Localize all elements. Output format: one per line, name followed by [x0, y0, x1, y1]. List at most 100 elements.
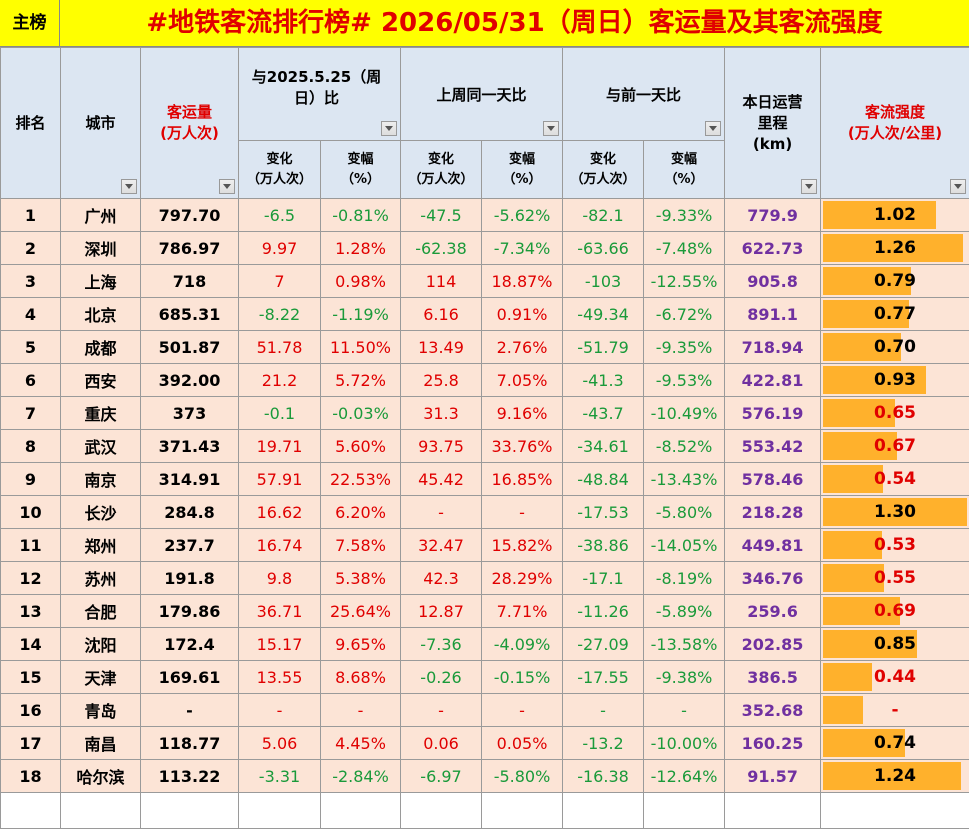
group-header[interactable]: 上周同一天比 — [401, 48, 563, 141]
intensity-cell: 0.79 — [821, 265, 969, 298]
cell: 17 — [1, 727, 61, 760]
cell: -3.31 — [239, 760, 321, 793]
cell: 成都 — [61, 331, 141, 364]
cell: 31.3 — [401, 397, 482, 430]
group-header[interactable]: 与2025.5.25（周日）比 — [239, 48, 401, 141]
intensity-label: 0.44 — [821, 661, 969, 694]
cell: 12 — [1, 562, 61, 595]
ranking-table: 排名 城市 客运量(万人次) 与2025.5.25（周日）比 上周同一天比 与前… — [0, 47, 969, 829]
cell: 718 — [141, 265, 239, 298]
cell: 9 — [1, 463, 61, 496]
cell: -51.79 — [563, 331, 644, 364]
sub-header-cell: 变幅（%） — [482, 141, 563, 199]
intensity-label: - — [821, 694, 969, 727]
header-text: 与前一天比 — [606, 86, 681, 104]
cell: 422.81 — [725, 364, 821, 397]
header-cell[interactable]: 本日运营里程(km) — [725, 48, 821, 199]
cell: 7.05% — [482, 364, 563, 397]
header-text: (万人次/公里) — [821, 123, 969, 144]
cell: 武汉 — [61, 430, 141, 463]
cell: -49.34 — [563, 298, 644, 331]
cell: 9.97 — [239, 232, 321, 265]
cell: 449.81 — [725, 529, 821, 562]
cell: - — [563, 694, 644, 727]
header-cell[interactable]: 城市 — [61, 48, 141, 199]
cell: -43.7 — [563, 397, 644, 430]
cell: -12.55% — [644, 265, 725, 298]
cell: 9.16% — [482, 397, 563, 430]
cell: 905.8 — [725, 265, 821, 298]
cell: 36.71 — [239, 595, 321, 628]
cell: 237.7 — [141, 529, 239, 562]
empty-row — [1, 793, 969, 829]
cell: 33.76% — [482, 430, 563, 463]
cell: 0.05% — [482, 727, 563, 760]
intensity-cell: 0.44 — [821, 661, 969, 694]
cell: 576.19 — [725, 397, 821, 430]
cell: 1.28% — [321, 232, 401, 265]
cell: -9.38% — [644, 661, 725, 694]
cell: 4 — [1, 298, 61, 331]
cell: 501.87 — [141, 331, 239, 364]
cell: 11.50% — [321, 331, 401, 364]
cell: -6.72% — [644, 298, 725, 331]
cell: 202.85 — [725, 628, 821, 661]
title: #地铁客流排行榜# 2026/05/31（周日）客运量及其客流强度 — [60, 0, 969, 47]
intensity-label: 0.77 — [821, 298, 969, 331]
header-text: 客流强度 — [821, 102, 969, 123]
cell: 9.8 — [239, 562, 321, 595]
sub-header-cell: 变化（万人次） — [401, 141, 482, 199]
group-header[interactable]: 与前一天比 — [563, 48, 725, 141]
header-cell[interactable]: 客流强度(万人次/公里) — [821, 48, 969, 199]
cell: 5.72% — [321, 364, 401, 397]
cell: -34.61 — [563, 430, 644, 463]
cell: -8.52% — [644, 430, 725, 463]
cell: 北京 — [61, 298, 141, 331]
cell: 5.60% — [321, 430, 401, 463]
cell: -1.19% — [321, 298, 401, 331]
cell: 6.16 — [401, 298, 482, 331]
cell: -14.05% — [644, 529, 725, 562]
header-cell: 排名 — [1, 48, 61, 199]
intensity-cell: 0.65 — [821, 397, 969, 430]
header-text: （%） — [321, 170, 400, 190]
cell: 25.64% — [321, 595, 401, 628]
cell: 191.8 — [141, 562, 239, 595]
header-cell[interactable]: 客运量(万人次) — [141, 48, 239, 199]
cell: 7 — [1, 397, 61, 430]
cell: -0.81% — [321, 199, 401, 232]
cell: 7.58% — [321, 529, 401, 562]
empty-cell — [482, 793, 563, 829]
intensity-cell: 1.02 — [821, 199, 969, 232]
intensity-cell: 0.53 — [821, 529, 969, 562]
cell: -47.5 — [401, 199, 482, 232]
intensity-label: 0.69 — [821, 595, 969, 628]
cell: -10.49% — [644, 397, 725, 430]
cell: -12.64% — [644, 760, 725, 793]
cell: 392.00 — [141, 364, 239, 397]
cell: -0.15% — [482, 661, 563, 694]
empty-cell — [61, 793, 141, 829]
sub-header-cell: 变幅（%） — [321, 141, 401, 199]
cell: -48.84 — [563, 463, 644, 496]
cell: 苏州 — [61, 562, 141, 595]
cell: 15 — [1, 661, 61, 694]
intensity-label: 0.65 — [821, 397, 969, 430]
intensity-label: 0.53 — [821, 529, 969, 562]
cell: 218.28 — [725, 496, 821, 529]
cell: 1 — [1, 199, 61, 232]
cell: 0.98% — [321, 265, 401, 298]
empty-cell — [141, 793, 239, 829]
intensity-label: 0.85 — [821, 628, 969, 661]
cell: 9.65% — [321, 628, 401, 661]
cell: -7.48% — [644, 232, 725, 265]
cell: 5.38% — [321, 562, 401, 595]
tab[interactable]: 主榜 — [0, 0, 60, 47]
cell: 28.29% — [482, 562, 563, 595]
header-text: 本日运营 — [725, 92, 820, 113]
cell: -103 — [563, 265, 644, 298]
